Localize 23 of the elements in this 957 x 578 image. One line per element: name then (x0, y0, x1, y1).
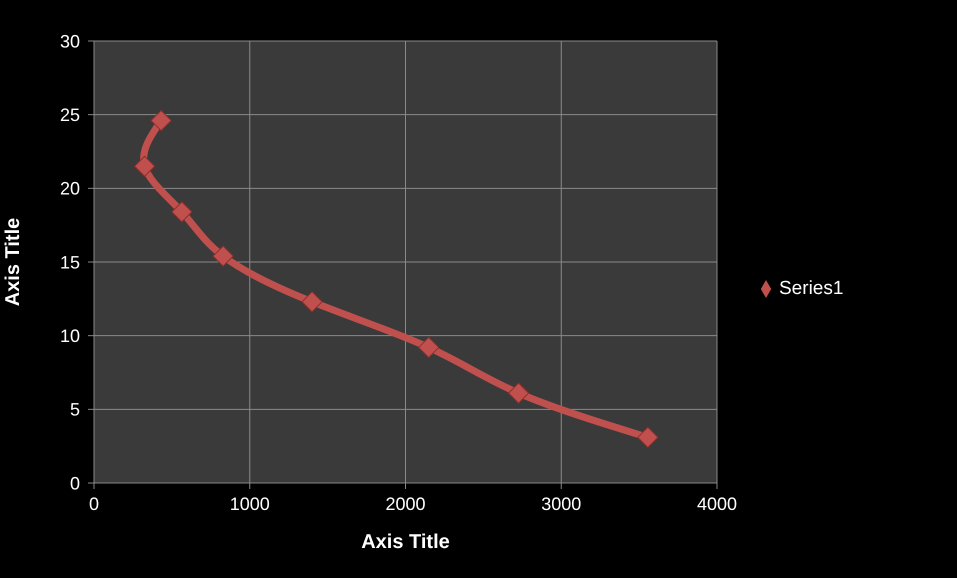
x-tick-label: 2000 (385, 494, 426, 514)
x-tick-label: 4000 (696, 494, 738, 514)
point (212, 246, 234, 267)
point (134, 156, 156, 177)
point (508, 382, 530, 404)
point (418, 336, 440, 358)
y-tick-label: 30 (60, 31, 80, 52)
x-axis-title: Axis Title (361, 531, 450, 553)
y-tick-label: 5 (70, 400, 80, 420)
y-tick-label: 20 (60, 178, 80, 199)
y-axis-title: Axis Title (2, 218, 24, 306)
y-tick-label: 0 (70, 473, 80, 494)
y-tick-label: 25 (60, 105, 80, 126)
y-tick-label: 10 (60, 326, 80, 346)
legend-label: Series1 (779, 278, 844, 299)
x-tick-label: 3000 (541, 494, 582, 514)
point (302, 291, 323, 312)
point (171, 201, 192, 222)
x-tick-label: 0 (88, 494, 100, 514)
point (150, 110, 172, 132)
y-tick-label: 15 (60, 252, 80, 272)
point (637, 426, 658, 448)
x-tick-label: 1000 (230, 494, 270, 514)
